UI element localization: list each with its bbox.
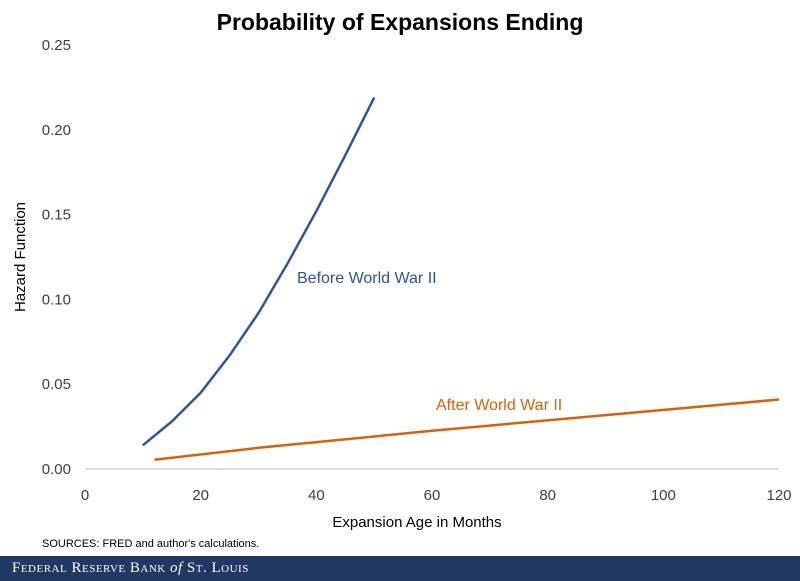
y-tick-label: 0.10 <box>42 291 71 308</box>
annotation-after-ww2: After World War II <box>436 397 562 414</box>
y-tick-label: 0.25 <box>42 37 71 54</box>
x-tick-label: 0 <box>81 487 89 504</box>
series-line-after-ww2 <box>154 398 780 461</box>
x-tick-label: 60 <box>424 487 441 504</box>
chart: Probability of Expansions Ending 0.00 0.0… <box>12 9 792 531</box>
y-tick-label: 0.00 <box>42 461 71 478</box>
footer-banner: Federal Reserve Bank of St. Louis <box>0 556 800 581</box>
x-tick-label: 20 <box>192 487 209 504</box>
x-axis-label: Expansion Age in Months <box>332 514 501 531</box>
x-tick-label: 80 <box>539 487 556 504</box>
y-tick-label: 0.05 <box>42 376 71 393</box>
series-line-before-ww2 <box>142 97 376 447</box>
y-tick-label: 0.20 <box>42 122 71 139</box>
source-note: SOURCES: FRED and author's calculations. <box>42 538 260 550</box>
footer-logo-text: Federal Reserve Bank of St. Louis <box>12 560 249 576</box>
y-axis-label: Hazard Function <box>12 202 29 312</box>
x-tick-label: 120 <box>766 487 791 504</box>
chart-title: Probability of Expansions Ending <box>217 9 584 35</box>
y-tick-label: 0.15 <box>42 207 71 224</box>
x-tick-label: 40 <box>308 487 325 504</box>
annotation-before-ww2: Before World War II <box>297 270 437 287</box>
x-tick-label: 100 <box>651 487 676 504</box>
